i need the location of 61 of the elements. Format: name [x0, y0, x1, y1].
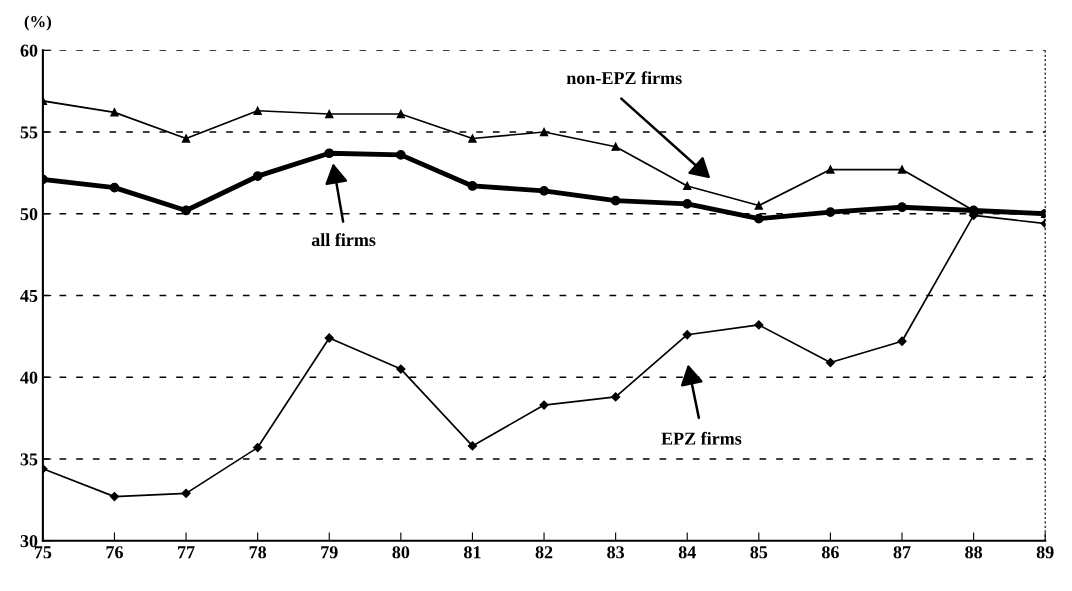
y-tick-label: 50: [20, 208, 38, 221]
y-tick-label: 55: [20, 126, 38, 139]
x-tick-label: 89: [1036, 546, 1054, 559]
x-tick-label: 77: [178, 546, 195, 559]
x-tick-label: 83: [607, 546, 625, 559]
x-tick-label: 76: [106, 546, 123, 559]
point: [181, 488, 191, 498]
y-tick-label: 35: [20, 453, 38, 466]
point: [611, 142, 620, 151]
point: [897, 336, 907, 346]
x-tick-label: 86: [821, 546, 839, 559]
point: [253, 442, 263, 453]
point: [683, 181, 692, 191]
point: [324, 333, 334, 343]
x-tick-label: 85: [750, 546, 768, 559]
point: [825, 207, 836, 217]
point: [181, 205, 191, 216]
y-tick-label: 40: [20, 371, 38, 384]
y-tick-label: 30: [20, 535, 38, 548]
y-tick-label: 60: [20, 44, 38, 57]
x-tick-label: 81: [464, 546, 481, 559]
point: [539, 127, 549, 137]
point: [181, 134, 191, 143]
x-tick-label: 78: [249, 546, 267, 559]
point: [109, 491, 120, 502]
point: [825, 357, 836, 368]
point: [682, 199, 693, 209]
x-tick-label: 87: [893, 546, 911, 559]
point: [753, 213, 764, 224]
point: [467, 181, 478, 191]
point: [468, 134, 477, 143]
x-tick-label: 75: [34, 546, 52, 559]
y-tick-label: 45: [20, 289, 38, 302]
annotation: EPZ firms: [661, 431, 742, 445]
x-tick-label: 88: [965, 546, 983, 559]
point: [826, 165, 835, 174]
point: [396, 364, 406, 374]
point: [754, 320, 764, 330]
point: [897, 202, 907, 213]
point: [611, 392, 621, 402]
point: [324, 148, 335, 159]
x-tick-label: 79: [321, 546, 338, 559]
x-tick-label: 82: [535, 546, 553, 559]
point: [682, 330, 692, 340]
point: [253, 106, 262, 115]
point: [539, 185, 549, 196]
x-tick-label: 80: [392, 546, 410, 559]
annotation: non-EPZ firms: [566, 71, 682, 85]
point: [252, 171, 263, 181]
y-axis-title: (%): [24, 15, 52, 31]
point: [754, 201, 763, 210]
point: [110, 108, 119, 117]
point: [396, 109, 406, 119]
point: [467, 441, 478, 451]
annotation: all firms: [311, 233, 376, 247]
point: [109, 182, 120, 193]
point: [325, 109, 334, 119]
point: [897, 165, 907, 174]
point: [395, 150, 406, 160]
x-tick-label: 84: [678, 546, 696, 559]
point: [610, 195, 621, 206]
